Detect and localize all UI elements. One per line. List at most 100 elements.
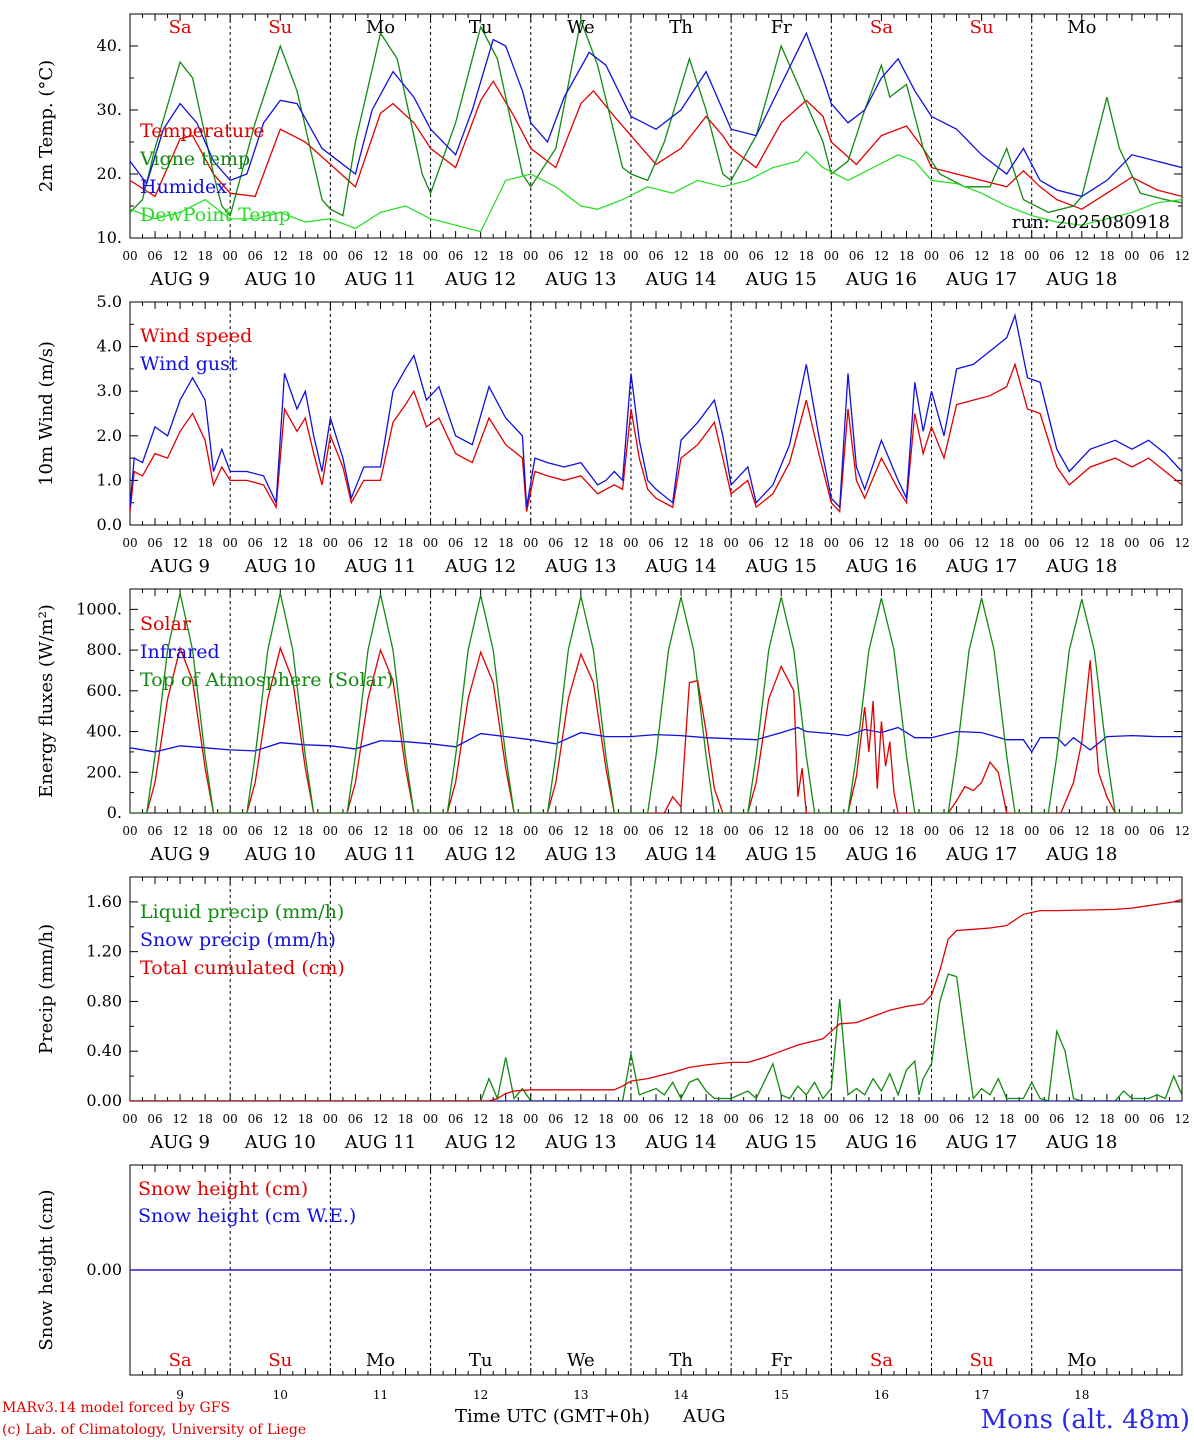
- hour-tick-label: 06: [248, 536, 263, 550]
- hour-tick-label: 00: [724, 1112, 739, 1126]
- hour-tick-label: 00: [423, 536, 438, 550]
- hour-tick-label: 00: [824, 249, 839, 263]
- hour-tick-label: 12: [974, 536, 989, 550]
- date-label: AUG 12: [444, 269, 516, 290]
- hour-tick-label: 00: [523, 536, 538, 550]
- series-line-top-of-atmosphere-solar-: [130, 592, 1182, 813]
- hour-tick-label: 12: [874, 536, 889, 550]
- date-label: AUG 9: [149, 269, 210, 290]
- y-tick-label: 0.0: [97, 515, 122, 534]
- hour-tick-label: 00: [1024, 824, 1039, 838]
- hour-tick-label: 12: [373, 249, 388, 263]
- station-name: Mons (alt. 48m): [981, 1405, 1190, 1435]
- hour-tick-label: 18: [498, 536, 513, 550]
- hour-tick-label: 12: [1074, 536, 1089, 550]
- date-label: AUG 18: [1045, 1132, 1117, 1153]
- hour-tick-label: 00: [523, 1112, 538, 1126]
- hour-tick-label: 06: [248, 1112, 263, 1126]
- y-tick-label: 800.: [86, 640, 122, 659]
- hour-tick-label: 18: [598, 536, 613, 550]
- day-of-week-label: Sa: [169, 1350, 192, 1371]
- hour-tick-label: 00: [724, 249, 739, 263]
- hour-tick-label: 12: [1074, 249, 1089, 263]
- date-label: AUG 9: [149, 556, 210, 577]
- hour-tick-label: 18: [698, 536, 713, 550]
- y-tick-label: 10.: [97, 228, 122, 247]
- hour-tick-label: 12: [673, 249, 688, 263]
- hour-tick-label: 00: [122, 536, 137, 550]
- hour-tick-label: 00: [122, 824, 137, 838]
- hour-tick-label: 18: [698, 824, 713, 838]
- credit-line-2: (c) Lab. of Climatology, University of L…: [2, 1422, 306, 1438]
- hour-tick-label: 18: [899, 824, 914, 838]
- date-label: AUG 16: [845, 556, 917, 577]
- hour-tick-label: 18: [598, 249, 613, 263]
- hour-tick-label: 12: [273, 824, 288, 838]
- hour-tick-label: 12: [974, 824, 989, 838]
- date-label: AUG 9: [149, 844, 210, 865]
- x-axis-title: Time UTC (GMT+0h): [455, 1406, 650, 1427]
- hour-tick-label: 06: [448, 249, 463, 263]
- hour-tick-label: 06: [147, 249, 162, 263]
- y-tick-label: 1.0: [97, 470, 122, 489]
- y-tick-label: 200.: [86, 762, 122, 781]
- hour-tick-label: 06: [448, 536, 463, 550]
- hour-tick-label: 12: [473, 1112, 488, 1126]
- y-tick-label: 0.80: [86, 991, 122, 1010]
- hour-tick-label: 18: [1099, 1112, 1114, 1126]
- legend-entry: Snow precip (mm/h): [140, 929, 336, 951]
- hour-tick-label: 06: [648, 824, 663, 838]
- hour-tick-label: 00: [323, 824, 338, 838]
- legend-entry: Wind speed: [140, 325, 252, 347]
- hour-tick-label: 12: [172, 249, 187, 263]
- legend-entry: DewPoint Temp: [140, 204, 291, 226]
- date-label: AUG 13: [544, 556, 616, 577]
- hour-tick-label: 12: [473, 824, 488, 838]
- y-tick-label: 2.0: [97, 426, 122, 445]
- hour-tick-label: 12: [874, 249, 889, 263]
- series-line-wind-speed: [130, 362, 1182, 514]
- hour-tick-label: 00: [1124, 249, 1139, 263]
- series-line-vigne-temp: [130, 18, 1182, 217]
- date-label: AUG 12: [444, 844, 516, 865]
- hour-tick-label: 06: [1149, 536, 1164, 550]
- hour-tick-label: 00: [423, 249, 438, 263]
- hour-tick-label: 06: [648, 1112, 663, 1126]
- panel-2: 0.0 1.0 2.0 3.0 4.0 5.0 10m Wind (m/s) Wind spe…: [36, 292, 1190, 577]
- legend-entry: Wind gust: [140, 353, 238, 375]
- hour-tick-label: 00: [323, 536, 338, 550]
- hour-tick-label: 06: [348, 536, 363, 550]
- hour-tick-label: 00: [523, 249, 538, 263]
- hour-tick-label: 12: [573, 824, 588, 838]
- hour-tick-label: 06: [548, 1112, 563, 1126]
- hour-tick-label: 18: [1099, 536, 1114, 550]
- panel-3: 0. 200. 400. 600. 800. 1000. Energy fluxes (W/…: [36, 588, 1190, 865]
- hour-tick-label: 00: [824, 824, 839, 838]
- date-label: AUG 18: [1045, 556, 1117, 577]
- date-label: AUG 13: [544, 844, 616, 865]
- hour-tick-label: 18: [799, 1112, 814, 1126]
- date-label: AUG 17: [945, 844, 1017, 865]
- hour-tick-label: 06: [448, 824, 463, 838]
- hour-tick-label: 18: [398, 536, 413, 550]
- date-label: AUG 11: [344, 269, 416, 290]
- hour-tick-label: 00: [623, 824, 638, 838]
- hour-tick-label: 12: [974, 1112, 989, 1126]
- hour-tick-label: 12: [673, 536, 688, 550]
- hour-tick-label: 18: [198, 536, 213, 550]
- date-label: AUG 13: [544, 1132, 616, 1153]
- date-label: AUG 13: [544, 269, 616, 290]
- hour-tick-label: 00: [1024, 249, 1039, 263]
- legend-entry: Solar: [140, 613, 192, 635]
- date-label: AUG 14: [644, 556, 716, 577]
- y-tick-label: 400.: [86, 722, 122, 741]
- hour-tick-label: 06: [749, 249, 764, 263]
- date-label: AUG 18: [1045, 844, 1117, 865]
- hour-tick-label: 18: [999, 1112, 1014, 1126]
- hour-tick-label: 18: [498, 249, 513, 263]
- hour-tick-label: 18: [899, 249, 914, 263]
- hour-tick-label: 18: [398, 249, 413, 263]
- hour-tick-label: 12: [1174, 536, 1189, 550]
- day-number-label: 15: [774, 1388, 789, 1402]
- y-axis-title: 10m Wind (m/s): [36, 341, 57, 486]
